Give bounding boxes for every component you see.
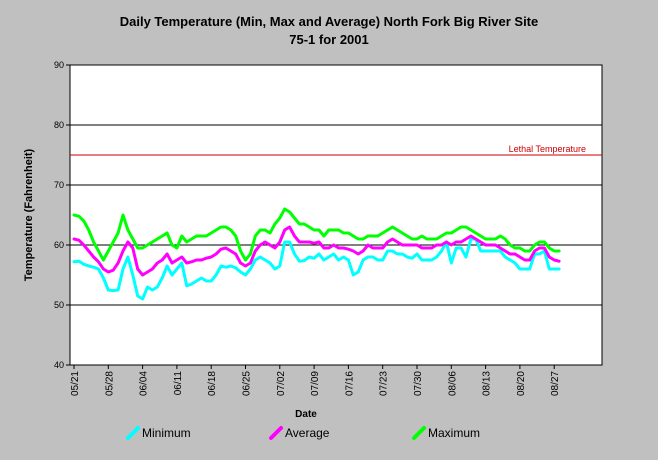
- legend-label: Average: [285, 426, 330, 440]
- x-tick-label: 08/20: [516, 371, 527, 396]
- series-lines: [72, 207, 561, 301]
- legend-item-minimum: Minimum: [126, 426, 191, 440]
- x-tick-label: 06/11: [173, 371, 184, 396]
- y-tick-label: 50: [54, 300, 64, 310]
- chart-title: Daily Temperature (Min, Max and Average)…: [120, 14, 539, 29]
- reference-line-group: Lethal Temperature: [70, 144, 602, 156]
- x-tick-label: 07/09: [310, 371, 321, 396]
- x-tick-label: 06/25: [242, 371, 253, 396]
- x-tick-label: 05/21: [70, 371, 81, 396]
- y-tick-label: 40: [54, 360, 64, 370]
- y-tick-label: 60: [54, 240, 64, 250]
- legend-swatch: [126, 426, 140, 440]
- legend-label: Maximum: [428, 426, 480, 440]
- chart-subtitle: 75-1 for 2001: [289, 32, 369, 47]
- x-tick-label: 08/06: [447, 371, 458, 396]
- x-tick-label: 07/02: [276, 371, 287, 396]
- x-axis-ticks: 05/21 05/28 06/04 06/11 06/18 06/25 07/02 07/09…: [70, 365, 561, 396]
- x-tick-label: 06/04: [139, 371, 150, 396]
- plot-area: [69, 64, 603, 366]
- legend-swatch: [412, 426, 426, 440]
- x-axis-label: Date: [295, 409, 317, 420]
- y-tick-label: 70: [54, 180, 64, 190]
- lethal-temperature-label: Lethal Temperature: [509, 144, 586, 154]
- x-tick-label: 06/18: [207, 371, 218, 396]
- x-tick-label: 05/28: [104, 371, 115, 396]
- legend-item-maximum: Maximum: [412, 426, 480, 440]
- legend-item-average: Average: [269, 426, 330, 440]
- series-line-average: [72, 225, 561, 277]
- x-tick-label: 07/23: [379, 371, 390, 396]
- series-line-maximum: [72, 207, 561, 262]
- legend: Minimum Average Maximum: [126, 426, 480, 440]
- y-axis-label: Temperature (Fahrenheit): [23, 148, 35, 281]
- x-tick-label: 08/13: [482, 371, 493, 396]
- y-tick-label: 80: [54, 120, 64, 130]
- y-tick-label: 90: [54, 60, 64, 70]
- x-tick-label: 07/16: [344, 371, 355, 396]
- legend-label: Minimum: [142, 426, 191, 440]
- y-axis-ticks: 40 50 60 70 80 90: [54, 60, 70, 370]
- x-tick-label: 08/27: [550, 371, 561, 396]
- x-tick-label: 07/30: [413, 371, 424, 396]
- series-line-minimum: [72, 237, 561, 301]
- legend-swatch: [269, 426, 283, 440]
